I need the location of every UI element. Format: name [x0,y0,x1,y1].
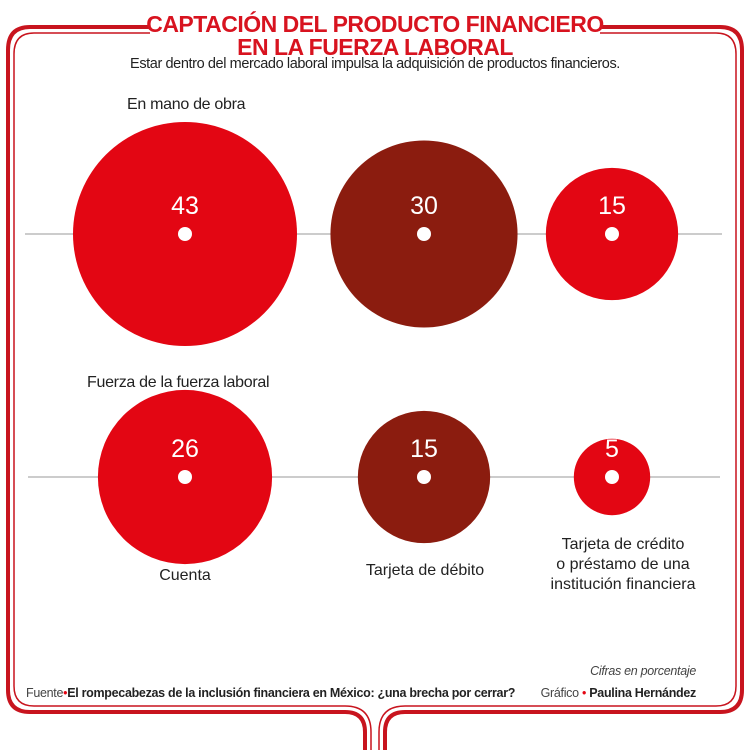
bubble-value-label: 5 [605,435,619,463]
bubble-value-label: 30 [410,192,438,220]
bubble-center-dot [417,470,431,484]
source: Fuente•El rompecabezas de la inclusión f… [26,686,516,700]
category-label-cuenta: Cuenta [159,567,211,584]
bubble-center-dot [178,470,192,484]
bubble-value-label: 15 [410,435,438,463]
bubble-center-dot [417,227,431,241]
series-label-2: Fuerza de la fuerza laboral [87,374,270,391]
bubble-value-label: 26 [171,435,199,463]
title-line1: CAPTACIÓN DEL PRODUCTO FINANCIERO [146,11,604,37]
category-label-credito: Tarjeta de crédito o préstamo de una insti… [550,536,696,593]
bubble-value-label: 43 [171,192,199,220]
credit: Gráfico • Paulina Hernández [540,686,697,700]
bubble-value-label: 15 [598,192,626,220]
bubble-center-dot [178,227,192,241]
series-label-1: En mano de obra [127,96,246,113]
subtitle: Estar dentro del mercado laboral impulsa… [130,56,620,72]
bubble-center-dot [605,470,619,484]
bubble-center-dot [605,227,619,241]
title-line2: EN LA FUERZA LABORAL [237,34,513,60]
category-label-debito: Tarjeta de débito [365,562,485,579]
unit-note: Cifras en porcentaje [590,664,696,678]
